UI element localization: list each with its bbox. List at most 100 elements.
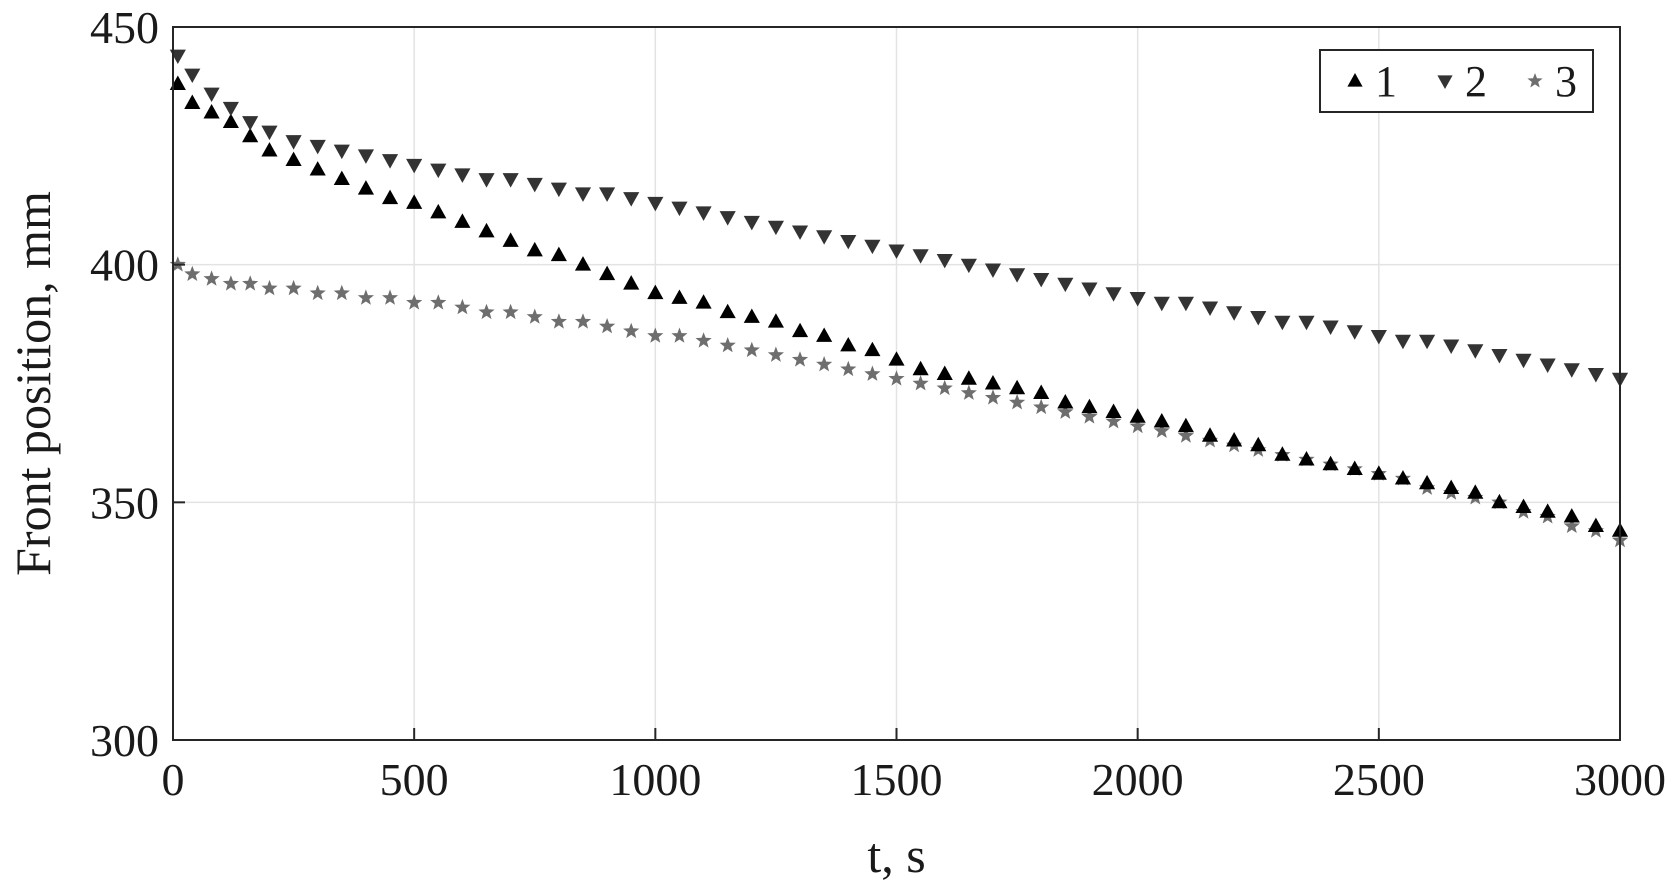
- series-1-point: [888, 351, 905, 366]
- series-2-point: [912, 249, 929, 264]
- series-1-point: [1491, 493, 1508, 509]
- series-1-point: [743, 308, 760, 323]
- series-3-point: [1033, 398, 1050, 415]
- series-1-point: [203, 104, 220, 119]
- series-1-point: [1250, 436, 1267, 452]
- series-1-point: [1322, 455, 1339, 471]
- series-2-point: [1153, 296, 1170, 312]
- series-2-point: [261, 125, 278, 141]
- series-3-point: [743, 341, 760, 358]
- series-3-point: [430, 294, 447, 310]
- y-axis: 300 350 400 450: [90, 2, 185, 766]
- series-1-point: [1105, 403, 1122, 418]
- series-3-point: [623, 322, 640, 339]
- series-1-point: [454, 213, 471, 228]
- x-tick-label: 1000: [609, 754, 701, 805]
- legend-marker-2: [1437, 75, 1453, 89]
- series-1-point: [1539, 503, 1556, 518]
- series-3-point: [1105, 413, 1122, 429]
- series-2-point: [285, 135, 302, 150]
- series-1-point: [357, 180, 375, 195]
- y-tick-label: 350: [90, 477, 159, 528]
- series-2-point: [960, 258, 977, 274]
- series-2-point: [1370, 330, 1387, 345]
- series-1-point: [1033, 384, 1050, 399]
- series-1-point: [1009, 379, 1026, 395]
- series-3-point: [203, 270, 220, 286]
- series-3-point: [1563, 517, 1580, 533]
- series-2-point: [840, 234, 857, 250]
- series-2-point: [184, 68, 201, 84]
- y-tick-label: 400: [90, 240, 159, 291]
- series-2-point: [1467, 344, 1484, 359]
- series-2-point: [222, 101, 239, 117]
- series-1-point: [791, 322, 809, 338]
- series-2-point: [1226, 306, 1243, 321]
- series-2-point: [1250, 311, 1267, 326]
- series-2-point: [1033, 272, 1050, 288]
- y-tick-label: 300: [90, 715, 159, 766]
- series-1-point: [285, 151, 302, 167]
- series-2-point: [936, 253, 953, 269]
- legend: 1 2 3: [1319, 49, 1594, 113]
- series-2-point: [406, 158, 423, 174]
- series-1-point: [502, 232, 519, 247]
- series-3-point: [599, 318, 616, 334]
- series-1-point: [1515, 498, 1532, 514]
- series-1-point: [333, 170, 350, 186]
- series-2-point: [1539, 358, 1556, 373]
- series-3-point: [864, 365, 881, 381]
- series-2-point: [1346, 325, 1363, 340]
- series-3-point: [791, 351, 809, 367]
- series-3-point: [647, 327, 664, 343]
- series-3-point: [936, 379, 953, 396]
- series-3-point: [242, 275, 259, 291]
- series-3-point: [1009, 394, 1026, 410]
- series-1-point: [599, 265, 616, 281]
- series-3-point: [526, 308, 543, 324]
- series-2-point: [816, 230, 833, 245]
- series-3-point: [406, 294, 423, 310]
- series-1-point: [647, 284, 664, 300]
- series-2-point: [203, 87, 220, 103]
- series-3-point: [1177, 427, 1194, 443]
- series-3-point: [502, 303, 519, 320]
- series-3-point: [184, 265, 201, 281]
- series-2-point: [1081, 282, 1098, 297]
- series-1-point: [840, 336, 857, 352]
- series-1-point: [1346, 460, 1363, 476]
- series-1-point: [1443, 479, 1460, 495]
- series-2-point: [623, 192, 640, 207]
- series-1-point: [478, 222, 495, 238]
- series-2-point: [1009, 268, 1026, 283]
- x-tick-label: 3000: [1574, 754, 1666, 805]
- series-2-point: [1515, 353, 1532, 369]
- series-1-point: [574, 256, 592, 271]
- series-3-point: [695, 332, 712, 348]
- series-1-point: [1226, 432, 1243, 447]
- series-1-point: [864, 341, 881, 357]
- series-3-point: [309, 284, 326, 301]
- x-axis-label: t, s: [867, 827, 925, 882]
- series-2-point: [381, 154, 399, 169]
- series-2-point: [1129, 291, 1146, 307]
- data-points: [169, 49, 1629, 548]
- series-3-point: [816, 356, 833, 372]
- series-3-point: [984, 389, 1002, 405]
- series-3-point: [767, 346, 784, 362]
- series-2-point: [671, 201, 688, 217]
- series-2-point: [309, 139, 326, 155]
- series-2-point: [1298, 315, 1315, 331]
- series-1-point: [719, 303, 736, 319]
- legend-marker-1: [1347, 73, 1363, 87]
- series-2-point: [743, 215, 760, 231]
- series-1-point: [1274, 446, 1291, 461]
- series-1-point: [1298, 451, 1315, 466]
- series-1-point: [695, 294, 712, 309]
- series-2-point: [1057, 277, 1074, 293]
- legend-label-3: 3: [1555, 57, 1577, 106]
- series-1-point: [1057, 394, 1074, 409]
- series-3-point: [285, 279, 302, 296]
- grid: [172, 26, 1621, 741]
